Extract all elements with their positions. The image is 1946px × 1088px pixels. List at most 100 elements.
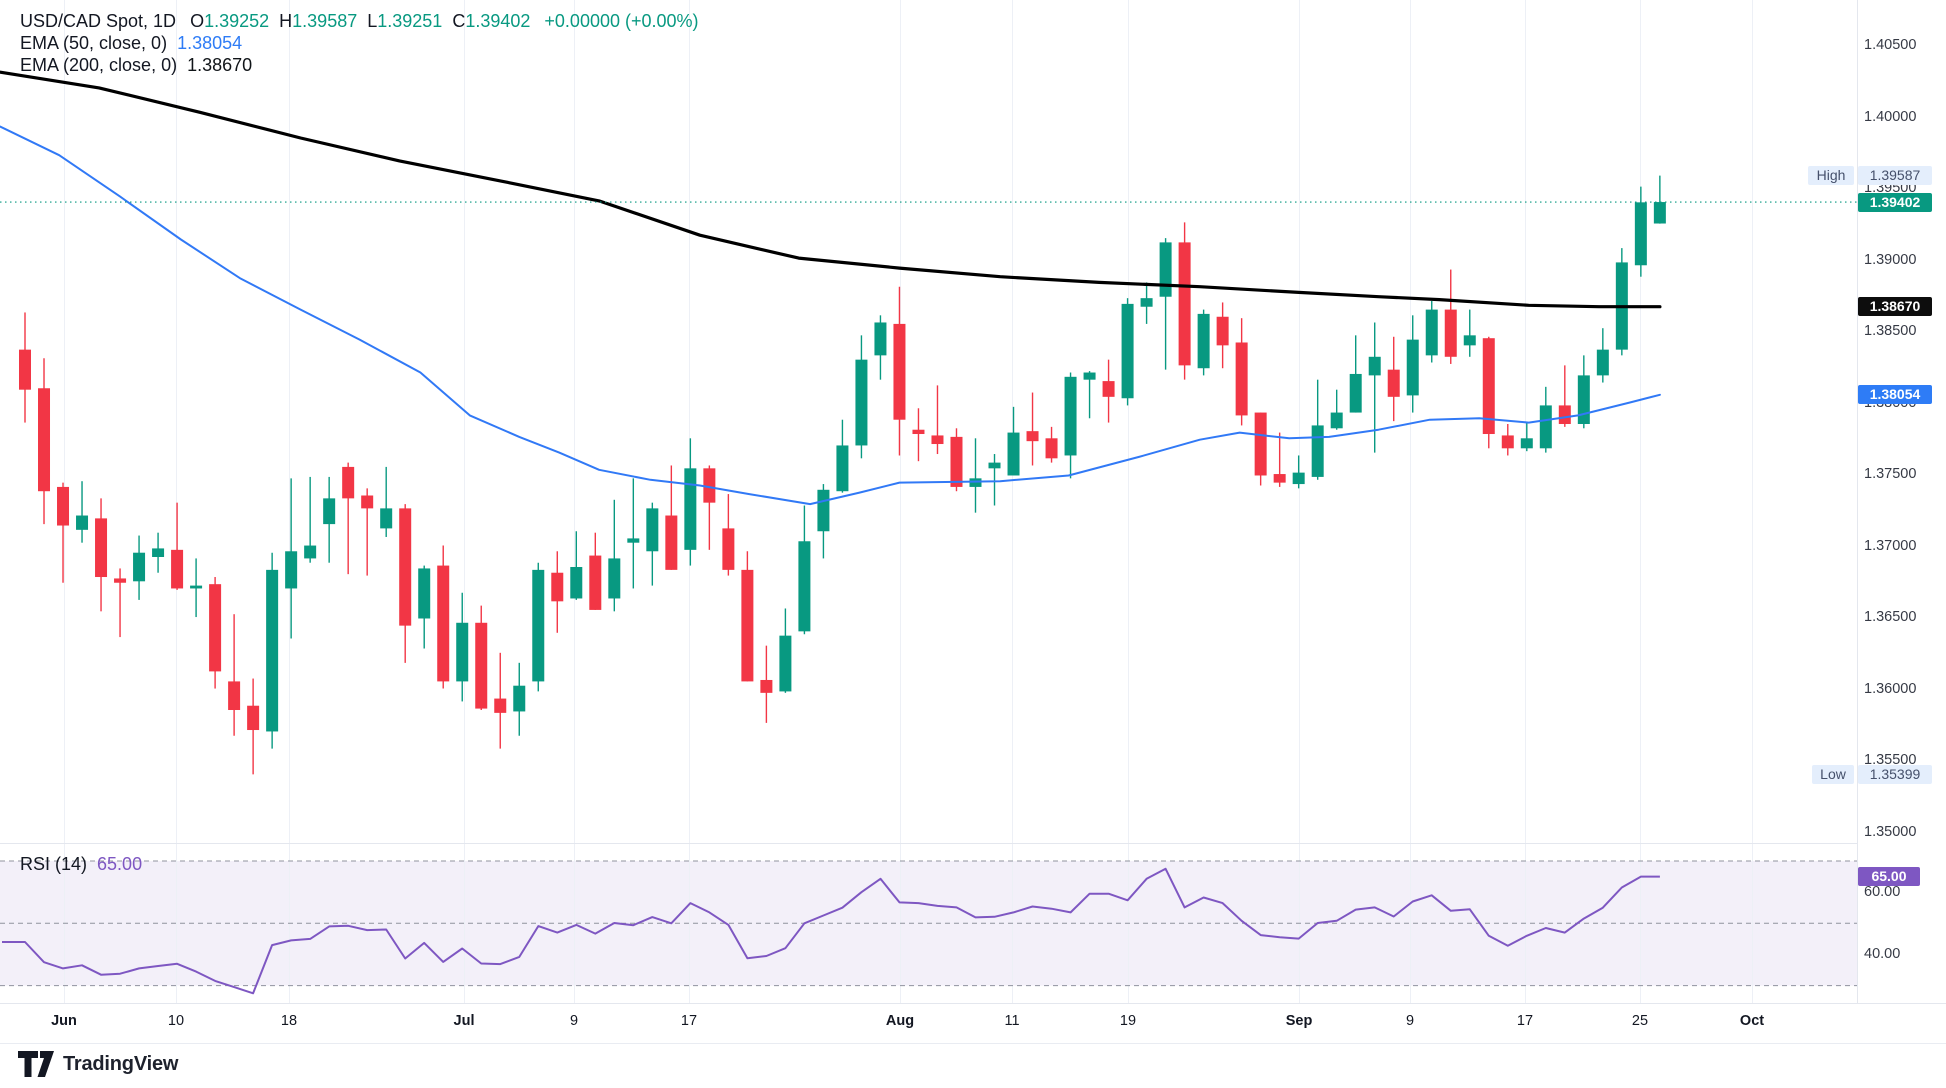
candle[interactable]	[19, 312, 31, 423]
candle[interactable]	[76, 481, 89, 543]
candle[interactable]	[1501, 424, 1514, 456]
candle[interactable]	[627, 478, 640, 589]
price-axis[interactable]: 1.405001.400001.395001.390001.385001.380…	[1857, 0, 1946, 1003]
candle[interactable]	[1406, 315, 1419, 413]
candle[interactable]	[1634, 186, 1647, 277]
candle[interactable]	[513, 662, 526, 736]
candle[interactable]	[456, 592, 469, 702]
candle[interactable]	[684, 438, 697, 566]
candle[interactable]	[532, 562, 545, 692]
candle[interactable]	[1463, 309, 1476, 357]
candle[interactable]	[912, 408, 925, 462]
candle[interactable]	[570, 531, 583, 600]
candle[interactable]	[95, 498, 108, 612]
candle-body	[19, 349, 31, 390]
candle[interactable]	[1577, 355, 1590, 429]
candle[interactable]	[1368, 322, 1381, 453]
candle[interactable]	[1178, 222, 1191, 380]
candle[interactable]	[1216, 302, 1229, 369]
candle[interactable]	[1102, 359, 1115, 423]
candle[interactable]	[1064, 372, 1077, 479]
candle[interactable]	[171, 502, 184, 590]
candle[interactable]	[342, 462, 355, 575]
tradingview-logo-icon[interactable]	[18, 1051, 54, 1077]
candle[interactable]	[589, 532, 602, 610]
candle[interactable]	[646, 502, 659, 586]
candle[interactable]	[1007, 406, 1020, 476]
candle[interactable]	[836, 419, 849, 493]
candle[interactable]	[703, 465, 716, 550]
ema-50-line[interactable]	[0, 125, 1661, 506]
candle[interactable]	[817, 484, 830, 559]
candle[interactable]	[1254, 412, 1267, 486]
legend-row-ema200[interactable]: EMA (200, close, 0) 1.38670	[20, 54, 699, 76]
candle[interactable]	[1235, 318, 1248, 426]
candle[interactable]	[304, 476, 317, 563]
candle[interactable]	[323, 476, 336, 563]
candle[interactable]	[722, 494, 735, 576]
candle[interactable]	[551, 551, 564, 633]
candle[interactable]	[1311, 379, 1324, 480]
chart-plot-area[interactable]	[0, 0, 1857, 1043]
candle[interactable]	[855, 335, 868, 459]
candle[interactable]	[1444, 269, 1457, 364]
candle[interactable]	[1596, 328, 1609, 383]
candle-body	[1577, 375, 1590, 425]
candle[interactable]	[1159, 238, 1172, 370]
candle[interactable]	[950, 428, 963, 492]
candle[interactable]	[133, 535, 146, 600]
candle[interactable]	[380, 466, 393, 537]
candle[interactable]	[1615, 248, 1628, 356]
time-axis[interactable]: Jun 10 18 Jul 9 17 Aug 11 19 Sep 9 17 25 Oct	[0, 1003, 1946, 1044]
legend-row-ema50[interactable]: EMA (50, close, 0) 1.38054	[20, 32, 699, 54]
candle[interactable]	[1026, 392, 1039, 466]
candle[interactable]	[1330, 389, 1343, 430]
candle[interactable]	[874, 315, 887, 380]
candle[interactable]	[38, 358, 51, 525]
candle[interactable]	[1482, 336, 1495, 449]
candle[interactable]	[152, 532, 165, 573]
low-value: 1.39251	[377, 11, 443, 31]
candle[interactable]	[266, 552, 279, 749]
candle[interactable]	[1140, 282, 1153, 324]
candle[interactable]	[1292, 455, 1305, 489]
candle[interactable]	[798, 505, 811, 635]
candle[interactable]	[494, 652, 507, 749]
candle[interactable]	[760, 645, 773, 723]
candle[interactable]	[1273, 432, 1286, 487]
legend-row-symbol[interactable]: USD/CAD Spot, 1D O1.39252 H1.39587 L1.39251…	[20, 10, 699, 32]
candle[interactable]	[475, 605, 488, 711]
candle[interactable]	[1045, 426, 1058, 463]
candle[interactable]	[114, 568, 127, 638]
candle[interactable]	[228, 614, 241, 736]
candle[interactable]	[1425, 301, 1438, 363]
rsi-legend-row[interactable]: RSI (14) 65.00	[20, 853, 142, 875]
candle[interactable]	[931, 385, 944, 455]
candle[interactable]	[399, 504, 412, 663]
candle[interactable]	[57, 482, 70, 583]
candle[interactable]	[893, 286, 906, 456]
candle[interactable]	[969, 438, 982, 513]
candle[interactable]	[988, 454, 1001, 506]
candle[interactable]	[1349, 335, 1362, 413]
brand-name[interactable]: TradingView	[63, 1052, 179, 1075]
candle[interactable]	[741, 551, 754, 682]
candle[interactable]	[361, 488, 374, 576]
candle[interactable]	[209, 577, 222, 689]
candle[interactable]	[1197, 309, 1210, 376]
ema-200-line[interactable]	[0, 70, 1662, 309]
candle[interactable]	[608, 499, 621, 612]
candle[interactable]	[779, 608, 792, 693]
candle[interactable]	[418, 565, 431, 649]
candle[interactable]	[1653, 175, 1666, 224]
candle[interactable]	[1387, 336, 1400, 422]
candle[interactable]	[285, 478, 298, 639]
candle[interactable]	[1520, 422, 1533, 452]
rsi-line[interactable]	[2, 867, 1660, 995]
candles-series[interactable]	[19, 175, 1666, 775]
candle[interactable]	[247, 678, 260, 775]
candle[interactable]	[437, 545, 450, 689]
candle[interactable]	[1121, 298, 1134, 406]
candle[interactable]	[190, 558, 203, 618]
candle[interactable]	[1083, 371, 1096, 419]
